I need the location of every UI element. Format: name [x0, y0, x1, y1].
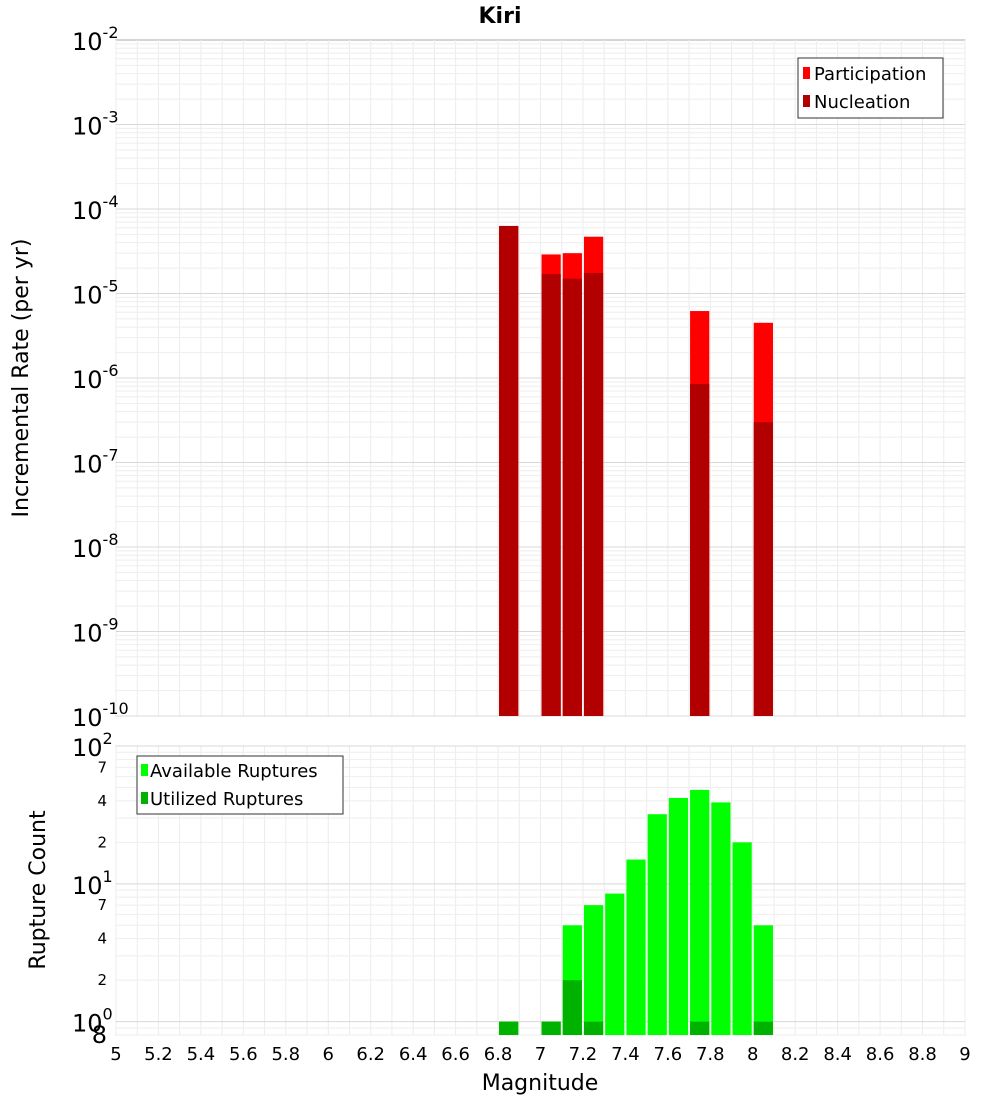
rate-bar-nucleation [583, 272, 604, 716]
x-tick-label: 6.4 [399, 1044, 428, 1065]
count-y-ticks: 100 101 102 8 2 4 7 2 4 7 [72, 729, 113, 1049]
count-legend: Available Ruptures Utilized Ruptures [136, 755, 344, 815]
count-y-minor-tick-label: 8 [92, 1021, 107, 1049]
count-bar-utilized-ruptures [583, 1021, 604, 1035]
rate-y-tick-label: 10-4 [72, 192, 119, 225]
x-tick-label: 9 [959, 1044, 970, 1065]
rate-bar-nucleation [541, 274, 561, 716]
x-tick-label: 5.6 [229, 1044, 258, 1065]
rate-grid [115, 40, 966, 717]
rate-y-tick-label: 10-8 [72, 530, 119, 563]
x-tick-label: 6.2 [356, 1044, 385, 1065]
x-tick-label: 7.8 [696, 1044, 725, 1065]
x-tick-label: 7.4 [611, 1044, 640, 1065]
count-y-minor-tick-label: 2 [97, 833, 107, 851]
count-bar-available-ruptures [647, 814, 667, 1035]
x-tick-label: 6.8 [484, 1044, 513, 1065]
legend-label-utilized: Utilized Ruptures [150, 789, 303, 810]
x-tick-label: 8.4 [823, 1044, 852, 1065]
x-tick-label: 6.6 [441, 1044, 470, 1065]
count-bar-available-ruptures [690, 789, 710, 1035]
legend-label-available: Available Ruptures [150, 761, 318, 782]
rate-y-tick-label: 10-3 [72, 108, 119, 141]
rate-panel: 10-10 10-9 10-8 10-7 10-6 10-5 10-4 10-3 10-2 Ki… [9, 4, 966, 732]
count-bar-available-ruptures [583, 905, 604, 1035]
count-bar-utilized-ruptures [690, 1021, 710, 1035]
count-panel: 100 101 102 8 2 4 7 2 4 7 5 5.2 5.4 5.6 5.8 6 6.2 6.4 6.6… [26, 729, 971, 1096]
x-tick-label: 8 [747, 1044, 758, 1065]
rate-bars [499, 225, 773, 716]
x-tick-label: 8.8 [908, 1044, 937, 1065]
count-y-major-tick-label: 102 [72, 729, 113, 762]
x-tick-label: 5.4 [187, 1044, 216, 1065]
count-bar-utilized-ruptures [541, 1021, 561, 1035]
chart-title: Kiri [479, 4, 522, 29]
x-tick-label: 6 [323, 1044, 334, 1065]
count-bar-available-ruptures [605, 893, 625, 1035]
legend-label-participation: Participation [814, 64, 926, 85]
rate-y-tick-label: 10-6 [72, 361, 119, 394]
rate-bar-nucleation [499, 225, 519, 716]
rate-y-ticks: 10-10 10-9 10-8 10-7 10-6 10-5 10-4 10-3 10-2 [72, 23, 129, 732]
count-y-minor-tick-label: 4 [97, 930, 107, 948]
x-tick-label: 8.2 [781, 1044, 810, 1065]
x-axis-label: Magnitude [482, 1071, 599, 1096]
x-tick-label: 5.8 [271, 1044, 300, 1065]
rate-bar-nucleation [562, 278, 582, 716]
x-axis-ticks: 5 5.2 5.4 5.6 5.8 6 6.2 6.4 6.6 6.8 7 7.2 7.4 7.6 7.8 8… [110, 1044, 970, 1065]
count-bar-available-ruptures [668, 797, 689, 1035]
rate-y-tick-label: 10-7 [72, 446, 119, 479]
count-bar-available-ruptures [753, 925, 773, 1035]
count-bar-utilized-ruptures [562, 980, 582, 1035]
x-tick-label: 7.2 [569, 1044, 598, 1065]
rate-y-tick-label: 10-2 [72, 23, 119, 56]
count-y-minor-tick-label: 4 [97, 792, 107, 810]
count-grid [115, 745, 966, 1036]
x-tick-label: 7.6 [654, 1044, 683, 1065]
legend-swatch-utilized [141, 792, 148, 804]
rate-legend-box [797, 57, 944, 119]
rate-legend: Participation Nucleation [797, 57, 944, 119]
rate-bar-nucleation [753, 422, 773, 716]
legend-swatch-participation [803, 67, 810, 79]
legend-swatch-nucleation [803, 95, 810, 107]
count-bar-utilized-ruptures [753, 1021, 773, 1035]
rate-y-tick-label: 10-10 [72, 699, 129, 732]
rate-y-tick-label: 10-5 [72, 277, 119, 310]
count-bars [499, 789, 773, 1035]
count-bar-utilized-ruptures [499, 1021, 519, 1035]
count-bar-available-ruptures [732, 842, 752, 1035]
count-y-minor-tick-label: 7 [97, 758, 107, 776]
count-bar-available-ruptures [711, 802, 731, 1035]
x-tick-label: 5 [110, 1044, 121, 1065]
count-y-axis-label: Rupture Count [26, 810, 51, 970]
rate-y-axis-label: Incremental Rate (per yr) [9, 239, 34, 518]
x-tick-label: 8.6 [866, 1044, 895, 1065]
count-y-minor-tick-label: 2 [97, 971, 107, 989]
count-bar-available-ruptures [626, 859, 646, 1035]
count-legend-box [136, 755, 344, 815]
x-tick-label: 5.2 [144, 1044, 173, 1065]
x-tick-label: 7 [535, 1044, 546, 1065]
count-y-major-tick-label: 101 [72, 867, 113, 900]
rate-y-tick-label: 10-9 [72, 615, 119, 648]
count-y-minor-tick-label: 7 [97, 896, 107, 914]
rate-bar-nucleation [690, 383, 710, 716]
legend-label-nucleation: Nucleation [814, 92, 910, 113]
legend-swatch-available [141, 764, 148, 776]
count-y-major-tick-label: 100 [72, 1005, 113, 1038]
